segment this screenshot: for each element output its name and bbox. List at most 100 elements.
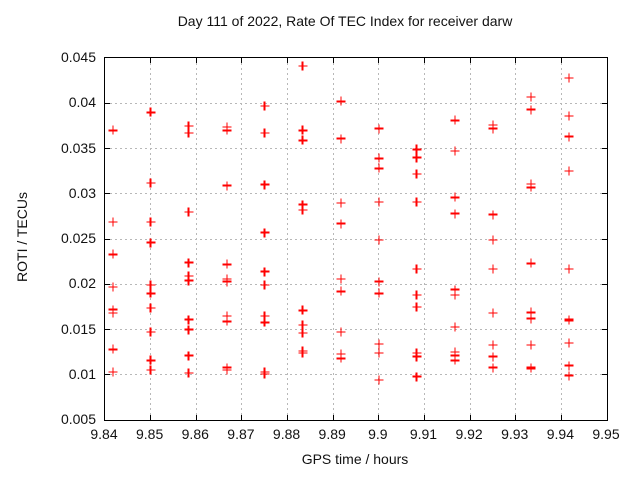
x-axis-label: GPS time / hours (301, 451, 409, 467)
data-point (222, 277, 232, 287)
data-point (336, 349, 346, 359)
data-point (564, 338, 574, 348)
data-point (412, 264, 422, 274)
data-point (488, 264, 498, 274)
h-gridline (105, 148, 607, 149)
data-point (298, 205, 308, 215)
data-point (222, 311, 232, 321)
data-point (260, 369, 270, 379)
x-tick-label: 9.84 (90, 426, 118, 442)
data-point (184, 315, 193, 325)
data-point (298, 328, 308, 338)
x-tick-mark (560, 415, 562, 420)
data-point (564, 264, 574, 274)
data-point (564, 111, 574, 121)
data-point (412, 372, 422, 382)
y-tick-mark (105, 283, 110, 285)
data-point (336, 274, 346, 284)
data-point (526, 92, 536, 102)
data-point (108, 308, 118, 318)
y-tick-label: 0.005 (60, 411, 96, 427)
x-tick-mark (150, 58, 152, 63)
x-tick-mark (423, 58, 425, 63)
data-point (184, 121, 193, 131)
y-tick-mark (105, 102, 110, 104)
data-point (260, 180, 270, 190)
data-point (412, 153, 422, 163)
data-point (374, 348, 384, 358)
data-point (336, 198, 346, 208)
data-point (108, 125, 118, 135)
data-point (260, 311, 270, 321)
data-point (336, 327, 346, 337)
y-tick-mark (602, 238, 607, 240)
y-tick-mark (602, 283, 607, 285)
data-point (146, 178, 156, 188)
data-point (108, 282, 118, 292)
y-tick-mark (602, 193, 607, 195)
data-point (108, 249, 118, 259)
y-tick-label: 0.03 (68, 184, 96, 201)
data-point (184, 258, 193, 268)
data-point (336, 353, 346, 363)
data-point (146, 107, 156, 117)
h-gridline (105, 374, 607, 376)
x-tick-label: 9.88 (272, 426, 301, 442)
data-point (108, 344, 118, 354)
data-point (146, 355, 156, 365)
data-point (450, 351, 460, 361)
y-tick-label: 0.035 (60, 139, 96, 156)
data-point (146, 327, 156, 337)
data-point (412, 352, 422, 362)
y-tick-label: 0.02 (68, 275, 96, 292)
data-point (450, 146, 460, 156)
data-point (298, 125, 308, 135)
y-tick-mark (105, 374, 110, 376)
data-point (336, 96, 346, 106)
data-point (222, 125, 232, 135)
data-point (374, 163, 384, 173)
x-tick-mark (150, 415, 152, 420)
data-point (450, 322, 460, 332)
data-point (450, 209, 460, 219)
data-point (450, 115, 460, 125)
data-point (260, 267, 270, 277)
data-point (146, 238, 156, 248)
x-tick-mark (287, 415, 289, 420)
x-tick-mark (287, 58, 289, 63)
data-point (564, 73, 574, 83)
data-point (564, 371, 574, 381)
data-point (298, 135, 308, 145)
h-gridline (105, 193, 607, 195)
x-tick-mark (469, 58, 471, 63)
data-point (374, 197, 384, 207)
data-point (526, 314, 536, 324)
data-point (260, 101, 270, 111)
h-gridline (105, 238, 607, 240)
x-tick-mark (195, 58, 197, 63)
x-tick-label: 9.87 (227, 426, 255, 442)
y-tick-label: 0.045 (60, 49, 96, 65)
x-tick-label: 9.92 (455, 426, 483, 442)
y-tick-mark (105, 238, 110, 240)
data-point (526, 182, 536, 192)
data-point (108, 217, 118, 227)
data-point (222, 181, 232, 191)
data-point (526, 340, 536, 350)
data-point (374, 339, 384, 349)
data-point (260, 280, 270, 290)
y-tick-mark (602, 148, 607, 149)
x-tick-mark (378, 415, 380, 420)
data-point (564, 315, 574, 325)
x-tick-mark (332, 415, 334, 420)
data-point (450, 355, 460, 365)
x-tick-mark (332, 58, 334, 63)
y-tick-mark (105, 193, 110, 195)
data-point (336, 134, 346, 144)
data-point (374, 235, 384, 245)
h-gridline (105, 102, 607, 104)
data-point (336, 219, 346, 229)
plot-area (104, 57, 608, 421)
data-point (108, 367, 118, 377)
x-tick-label: 9.95 (592, 426, 620, 442)
